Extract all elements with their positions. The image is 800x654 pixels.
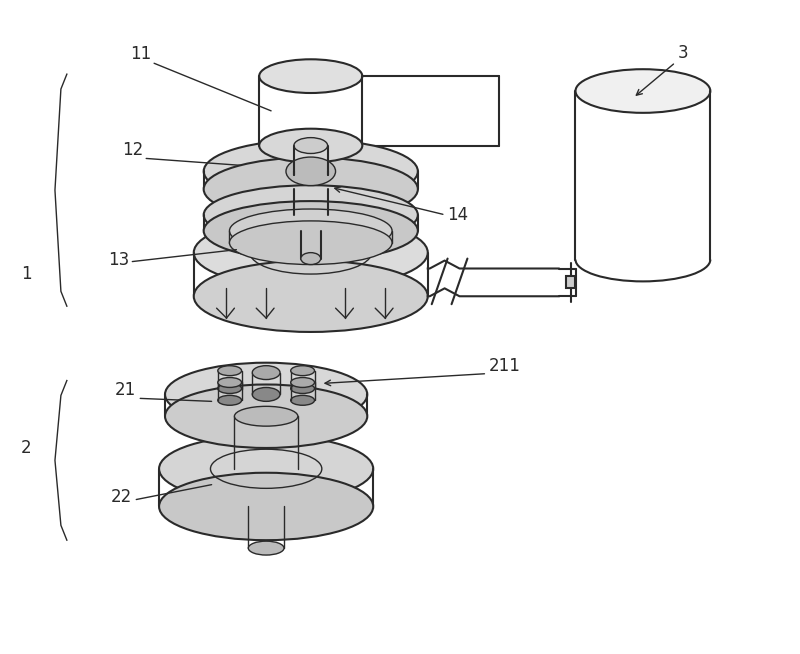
Ellipse shape bbox=[204, 201, 418, 260]
Ellipse shape bbox=[204, 185, 418, 245]
Ellipse shape bbox=[204, 139, 418, 203]
Bar bbox=[566, 277, 575, 288]
Ellipse shape bbox=[218, 384, 242, 394]
Ellipse shape bbox=[252, 387, 280, 402]
Ellipse shape bbox=[230, 209, 392, 252]
Ellipse shape bbox=[218, 366, 242, 375]
Text: 13: 13 bbox=[109, 250, 130, 269]
Ellipse shape bbox=[234, 406, 298, 426]
Ellipse shape bbox=[259, 129, 362, 162]
Ellipse shape bbox=[194, 217, 428, 288]
Text: 211: 211 bbox=[490, 356, 521, 375]
Ellipse shape bbox=[286, 157, 335, 186]
Text: 22: 22 bbox=[110, 489, 132, 506]
Ellipse shape bbox=[301, 252, 321, 264]
Ellipse shape bbox=[165, 385, 367, 448]
Ellipse shape bbox=[290, 366, 314, 375]
Text: 21: 21 bbox=[114, 381, 136, 400]
Ellipse shape bbox=[290, 377, 314, 387]
Ellipse shape bbox=[290, 396, 314, 405]
Ellipse shape bbox=[252, 366, 280, 379]
Text: 12: 12 bbox=[122, 141, 144, 160]
Ellipse shape bbox=[194, 260, 428, 332]
Ellipse shape bbox=[204, 158, 418, 221]
Text: 11: 11 bbox=[130, 45, 151, 63]
Ellipse shape bbox=[218, 377, 242, 387]
Ellipse shape bbox=[230, 221, 392, 264]
Ellipse shape bbox=[165, 363, 367, 426]
Text: 1: 1 bbox=[22, 266, 32, 283]
Ellipse shape bbox=[294, 137, 328, 154]
Text: 14: 14 bbox=[447, 206, 469, 224]
Ellipse shape bbox=[218, 396, 242, 405]
Ellipse shape bbox=[290, 384, 314, 394]
Ellipse shape bbox=[259, 60, 362, 93]
Ellipse shape bbox=[575, 69, 710, 113]
Ellipse shape bbox=[248, 541, 284, 555]
Ellipse shape bbox=[159, 435, 374, 502]
Ellipse shape bbox=[159, 473, 374, 540]
Text: 3: 3 bbox=[678, 44, 688, 62]
Text: 2: 2 bbox=[22, 439, 32, 457]
